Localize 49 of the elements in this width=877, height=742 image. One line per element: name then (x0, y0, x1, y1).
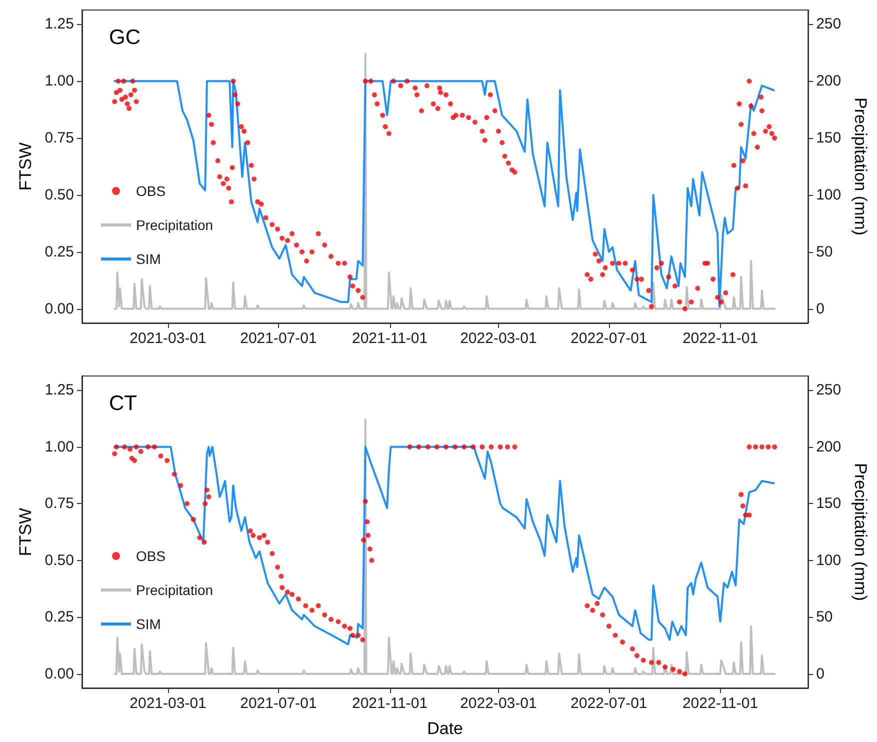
y-tick-label: 1.25 (44, 16, 74, 33)
y2-tick-label: 100 (816, 552, 842, 569)
x-tick-label: 2021-03-01 (130, 695, 206, 712)
y-tick-label: 0.50 (44, 186, 74, 204)
y2-tick-label: 0 (816, 665, 824, 682)
x-tick-label: 2021-03-01 (130, 330, 206, 347)
y2-tick-label: 150 (816, 495, 842, 512)
y-tick-label: 0.25 (44, 608, 74, 626)
y-axis-title: FTSW (16, 508, 35, 556)
legend-label: OBS (136, 183, 166, 199)
y-tick-label: 0.75 (44, 130, 74, 147)
x-tick-label: 2021-07-01 (240, 330, 317, 347)
legend-label: OBS (136, 548, 166, 564)
x-tick-label: 2022-11-01 (682, 330, 758, 347)
text: GC (109, 26, 140, 49)
y-tick-label: 1.25 (44, 382, 74, 399)
y-tick-label: 0.75 (44, 495, 74, 512)
y-tick-label: 1.00 (44, 438, 74, 456)
legend-label: Precipitation (136, 217, 214, 233)
y2-tick-label: 250 (816, 382, 842, 399)
y2-axis-title: Precipitation (mm) (851, 98, 870, 236)
x-tick-label: 2022-11-01 (682, 695, 758, 712)
y2-tick-label: 250 (816, 16, 842, 33)
y-tick-label: 0.00 (44, 665, 74, 682)
x-tick-label: 2022-03-01 (460, 330, 537, 347)
y-tick-label: 0.00 (44, 300, 74, 318)
y2-tick-label: 0 (816, 300, 824, 318)
y-tick-label: 0.25 (44, 243, 74, 260)
x-axis-title: Date (427, 719, 463, 738)
y2-tick-label: 50 (816, 243, 833, 260)
y-tick-label: 1.00 (44, 72, 74, 90)
x-tick-label: 2021-11-01 (352, 695, 428, 712)
legend-label: SIM (136, 616, 161, 632)
y2-tick-label: 150 (816, 130, 842, 147)
x-tick-label: 2021-07-01 (240, 695, 317, 712)
legend-label: Precipitation (136, 582, 214, 598)
y2-tick-label: 100 (816, 186, 842, 204)
y2-axis-title: Precipitation (mm) (851, 463, 870, 601)
x-tick-label: 2022-03-01 (460, 695, 537, 712)
y2-tick-label: 200 (816, 72, 842, 90)
x-tick-label: 2022-07-01 (570, 695, 648, 712)
y-axis-title: FTSW (16, 142, 35, 191)
y2-tick-label: 200 (816, 438, 842, 456)
text: CT (109, 392, 138, 415)
x-tick-label: 2021-11-01 (352, 330, 428, 347)
x-tick-label: 2022-07-01 (570, 330, 648, 347)
y2-tick-label: 50 (816, 608, 833, 626)
legend-label: SIM (136, 251, 161, 267)
y-tick-label: 0.50 (44, 552, 74, 569)
